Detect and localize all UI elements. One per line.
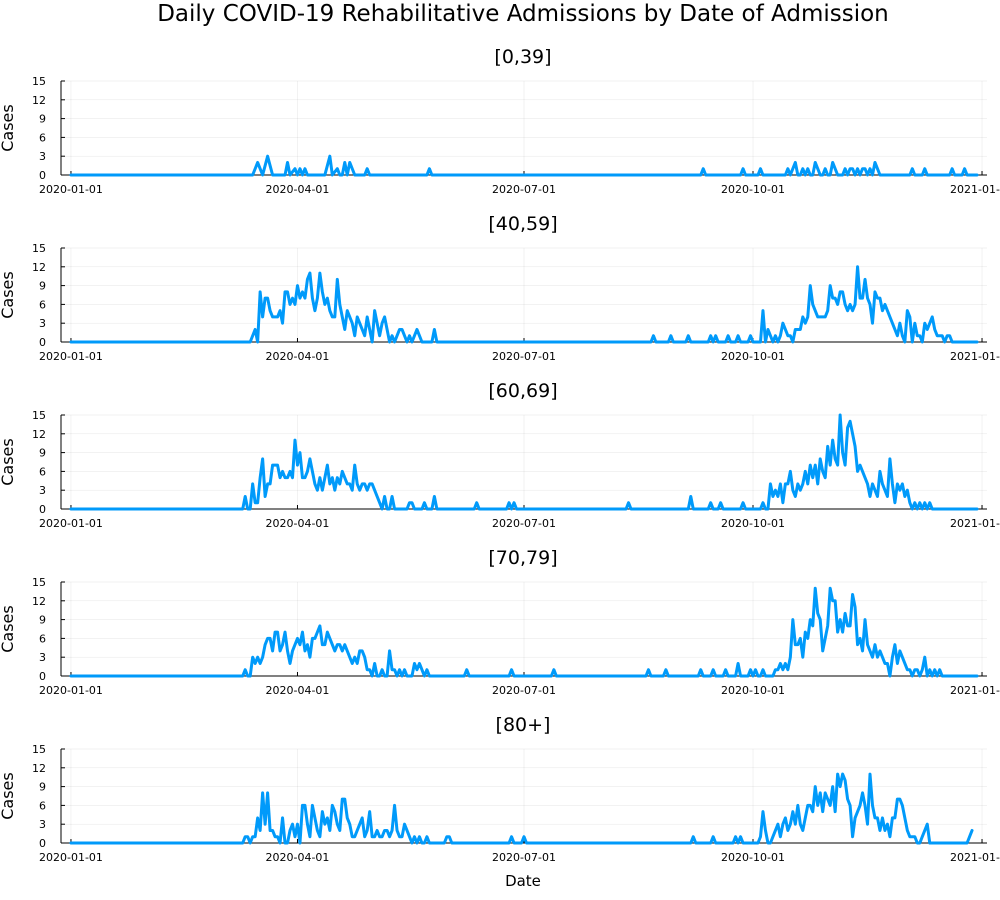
y-tick-label: 3 (39, 818, 46, 831)
y-axis-label: Cases (0, 104, 17, 152)
y-tick-label: 15 (32, 743, 46, 756)
panel-3: [60,69] Cases 0 3 6 9 12 15 2020-01-01 2020-04-01… (0, 380, 1000, 530)
x-tick-label: 2021-01-01 (950, 517, 1000, 530)
x-tick-label: 2020-07-01 (492, 517, 556, 530)
y-tick-label: 6 (39, 799, 46, 812)
y-tick-label: 3 (39, 651, 46, 664)
x-tick-label: 2021-01-01 (950, 851, 1000, 864)
y-tick-label: 12 (32, 261, 46, 274)
y-tick-label: 0 (39, 837, 46, 850)
chart-title: Daily COVID-19 Rehabilitative Admissions… (157, 1, 889, 27)
y-tick-label: 0 (39, 503, 46, 516)
panel-5: [80+] Cases 0 3 6 9 12 15 2020-01-01 2020-04-01 20… (0, 714, 1000, 864)
series-line (69, 265, 979, 344)
panel-title: [0,39] (494, 46, 551, 68)
panel-2: [40,59] Cases 0 3 6 9 12 15 2020-01-01 2020-04-01… (0, 213, 1000, 363)
y-tick-label: 15 (32, 75, 46, 88)
y-tick-label: 0 (39, 169, 46, 182)
series-line (69, 772, 974, 845)
panel-title: [60,69] (488, 380, 557, 402)
x-tick-label: 2020-07-01 (492, 350, 556, 363)
x-tick-label: 2020-07-01 (492, 684, 556, 697)
series-line (69, 154, 979, 177)
x-tick-label: 2020-10-01 (721, 350, 785, 363)
y-axis-label: Cases (0, 605, 17, 653)
panel-4: [70,79] Cases 0 3 6 9 12 15 2020-01-01 2020-04-01… (0, 547, 1000, 697)
x-axis-label: Date (505, 872, 541, 890)
y-tick-label: 15 (32, 576, 46, 589)
x-tick-label: 2020-01-01 (39, 851, 103, 864)
y-tick-label: 0 (39, 670, 46, 683)
y-axis-label: Cases (0, 772, 17, 820)
y-tick-label: 9 (39, 781, 46, 794)
y-tick-label: 3 (39, 484, 46, 497)
y-tick-label: 12 (32, 428, 46, 441)
x-tick-label: 2020-01-01 (39, 684, 103, 697)
x-tick-label: 2020-01-01 (39, 517, 103, 530)
x-tick-label: 2020-01-01 (39, 350, 103, 363)
x-tick-label: 2020-04-01 (266, 517, 330, 530)
y-tick-label: 6 (39, 298, 46, 311)
y-tick-label: 9 (39, 614, 46, 627)
y-tick-label: 3 (39, 317, 46, 330)
panels: [0,39] Cases 0 3 6 9 12 15 2020-01-01 2020-04-01 2… (0, 46, 1000, 864)
x-tick-label: 2021-01-01 (950, 350, 1000, 363)
y-tick-label: 9 (39, 447, 46, 460)
y-axis-label: Cases (0, 271, 17, 319)
y-tick-label: 3 (39, 150, 46, 163)
y-tick-label: 6 (39, 131, 46, 144)
x-tick-label: 2020-10-01 (721, 684, 785, 697)
y-tick-label: 6 (39, 465, 46, 478)
y-tick-label: 9 (39, 280, 46, 293)
x-tick-label: 2020-10-01 (721, 183, 785, 196)
x-tick-label: 2020-04-01 (266, 684, 330, 697)
panel-title: [40,59] (488, 213, 557, 235)
y-tick-label: 0 (39, 336, 46, 349)
y-tick-label: 15 (32, 409, 46, 422)
x-tick-label: 2020-10-01 (721, 517, 785, 530)
series-line (69, 586, 979, 678)
x-tick-label: 2020-07-01 (492, 851, 556, 864)
y-tick-label: 15 (32, 242, 46, 255)
y-axis-label: Cases (0, 438, 17, 486)
x-tick-label: 2020-01-01 (39, 183, 103, 196)
series-line (69, 413, 979, 511)
y-tick-label: 9 (39, 113, 46, 126)
x-tick-label: 2021-01-01 (950, 183, 1000, 196)
x-tick-label: 2020-04-01 (266, 851, 330, 864)
panel-title: [70,79] (488, 547, 557, 569)
y-tick-label: 12 (32, 762, 46, 775)
x-tick-label: 2020-10-01 (721, 851, 785, 864)
y-tick-label: 12 (32, 595, 46, 608)
y-tick-label: 6 (39, 632, 46, 645)
x-tick-label: 2020-04-01 (266, 350, 330, 363)
x-tick-label: 2020-07-01 (492, 183, 556, 196)
x-tick-label: 2020-04-01 (266, 183, 330, 196)
panel-title: [80+] (496, 714, 551, 736)
x-tick-label: 2021-01-01 (950, 684, 1000, 697)
y-tick-label: 12 (32, 94, 46, 107)
panel-1: [0,39] Cases 0 3 6 9 12 15 2020-01-01 2020-04-01 2… (0, 46, 1000, 196)
